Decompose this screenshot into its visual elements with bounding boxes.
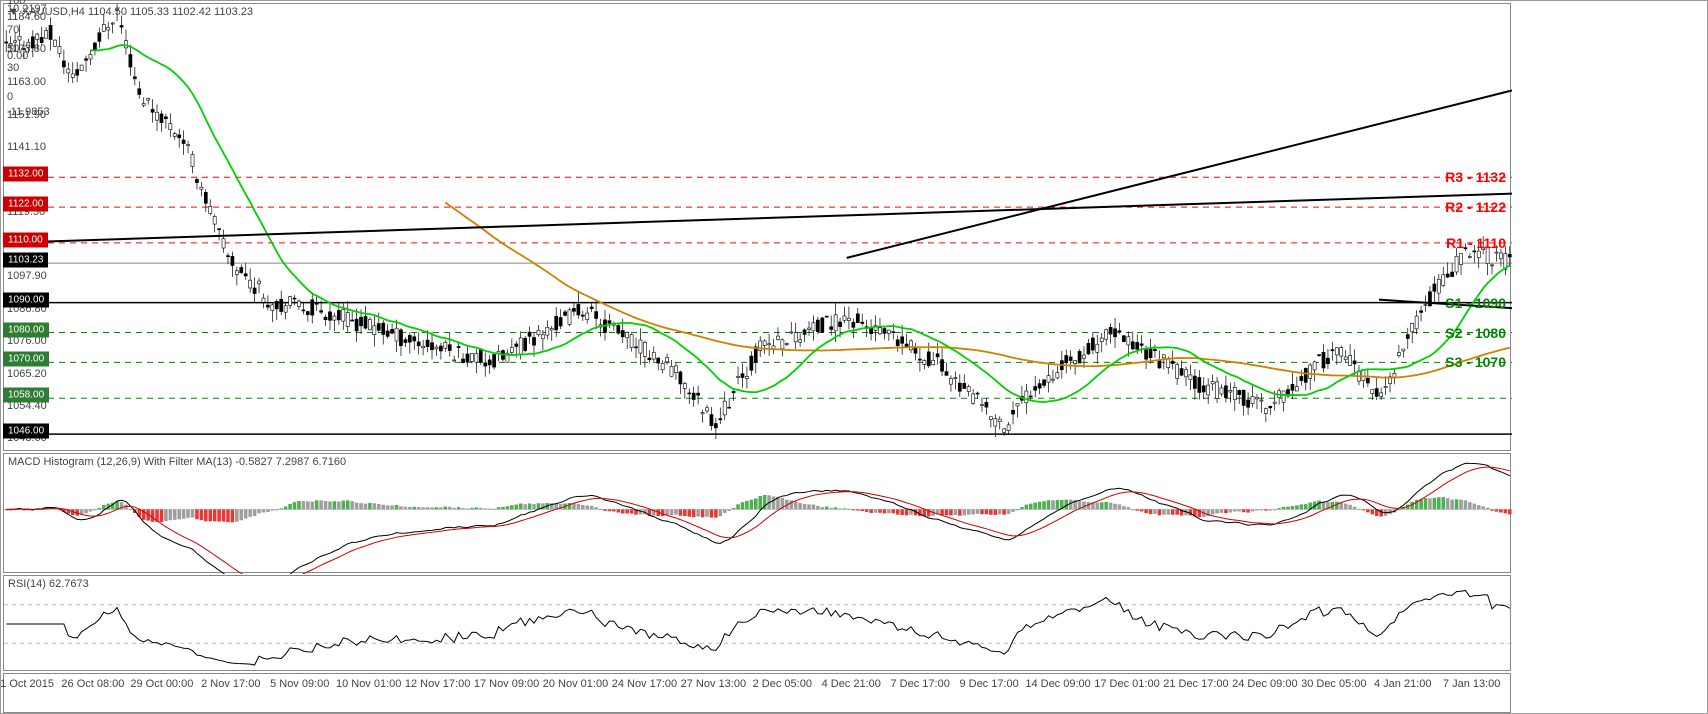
xtick-label: 20 Nov 01:00 [543, 678, 608, 690]
xtick-label: 21 Oct 2015 [0, 678, 54, 690]
rsi-panel[interactable]: RSI(14) 62.7673 [3, 575, 1511, 671]
xtick-label: 24 Nov 17:00 [612, 678, 677, 690]
ytick-rsi: 70 [7, 24, 19, 36]
price-box: 1110.00 [3, 232, 48, 247]
rsi-svg [4, 576, 1512, 672]
xtick-label: 7 Dec 17:00 [891, 678, 950, 690]
xtick-label: 10 Nov 01:00 [336, 678, 401, 690]
xtick-label: 29 Oct 00:00 [130, 678, 193, 690]
xtick-label: 9 Dec 17:00 [959, 678, 1018, 690]
ytick-rsi: 30 [7, 62, 19, 74]
ytick-price: 1097.90 [7, 270, 47, 282]
price-box: 1122.00 [3, 197, 48, 212]
ytick-price: 1076.00 [7, 335, 47, 347]
price-box: 1080.00 [3, 322, 49, 337]
macd-svg [4, 454, 1512, 574]
xtick-label: 30 Dec 05:00 [1301, 678, 1366, 690]
symbol-title: ▼ XAUUSD,H4 1104.50 1105.33 1102.42 1103… [8, 6, 253, 18]
price-svg [4, 4, 1512, 452]
xtick-label: 24 Dec 09:00 [1232, 678, 1297, 690]
xtick-label: 26 Oct 08:00 [61, 678, 124, 690]
xtick-label: 14 Dec 09:00 [1025, 678, 1090, 690]
price-box: 1103.23 [3, 253, 48, 268]
macd-title: MACD Histogram (12,26,9) With Filter MA(… [8, 456, 346, 468]
price-box: 1090.00 [3, 292, 49, 307]
price-box: 1046.00 [3, 424, 49, 439]
support-label: S2 - 1080 [1445, 325, 1506, 341]
xtick-label: 17 Nov 09:00 [474, 678, 539, 690]
resistance-label: R3 - 1132 [1445, 169, 1506, 185]
ytick-rsi: 50 [7, 43, 19, 55]
support-label: S3 - 1070 [1445, 354, 1506, 370]
macd-panel[interactable]: MACD Histogram (12,26,9) With Filter MA(… [3, 453, 1511, 573]
support-label: S1 - 1090 [1445, 295, 1506, 311]
xtick-label: 12 Nov 17:00 [405, 678, 470, 690]
xtick-label: 2 Nov 17:00 [201, 678, 260, 690]
resistance-label: R1 - 1110 [1446, 235, 1506, 251]
xtick-label: 5 Nov 09:00 [270, 678, 329, 690]
ytick-price: 1065.20 [7, 368, 47, 380]
ytick-macd: -11.9853 [7, 106, 50, 118]
xtick-label: 21 Dec 17:00 [1163, 678, 1228, 690]
xtick-label: 2 Dec 05:00 [753, 678, 812, 690]
xtick-label: 7 Jan 13:00 [1443, 678, 1501, 690]
ytick-price: 1163.00 [7, 76, 46, 88]
price-box: 1058.00 [3, 388, 49, 403]
ytick-price: 1141.10 [7, 141, 46, 153]
xtick-label: 27 Nov 13:00 [681, 678, 746, 690]
xaxis: 21 Oct 2015 26 Oct 08:00 29 Oct 00:00 2 Nov… [3, 673, 1511, 713]
rsi-title: RSI(14) 62.7673 [8, 578, 89, 590]
price-box: 1070.00 [3, 352, 49, 367]
xtick-label: 17 Dec 01:00 [1094, 678, 1159, 690]
price-chart[interactable]: ▼ XAUUSD,H4 1104.50 1105.33 1102.42 1103… [3, 3, 1511, 451]
ytick-rsi: 0 [7, 91, 13, 103]
price-box: 1132.00 [3, 167, 48, 182]
xtick-label: 4 Dec 21:00 [822, 678, 881, 690]
xtick-label: 4 Jan 21:00 [1374, 678, 1432, 690]
resistance-label: R2 - 1122 [1445, 199, 1506, 215]
